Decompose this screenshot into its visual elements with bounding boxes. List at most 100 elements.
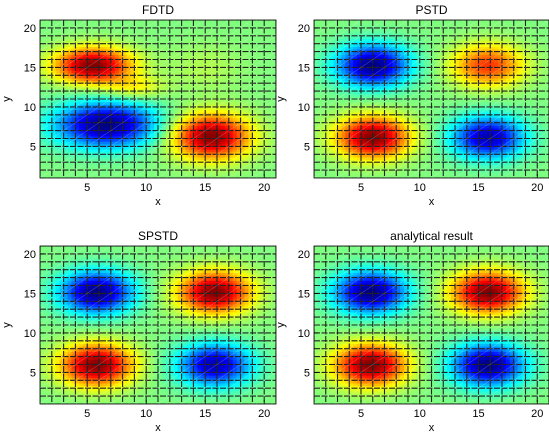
heatmap-cell bbox=[317, 133, 323, 137]
heatmap-cell bbox=[67, 159, 73, 163]
heatmap-cell bbox=[392, 88, 397, 92]
heatmap-cell bbox=[388, 96, 393, 100]
heatmap-cell bbox=[314, 106, 319, 111]
heatmap-cell bbox=[79, 114, 84, 119]
heatmap-cell bbox=[364, 70, 370, 74]
heatmap-cell bbox=[114, 106, 120, 111]
heatmap-cell bbox=[55, 141, 61, 145]
heatmap-cell bbox=[201, 43, 206, 47]
heatmap-cell bbox=[161, 38, 167, 42]
heatmap-cell bbox=[177, 72, 183, 76]
heatmap-cell bbox=[40, 75, 45, 79]
heatmap-cell bbox=[380, 170, 386, 174]
heatmap-cell bbox=[59, 88, 65, 92]
heatmap-cell bbox=[213, 56, 218, 61]
heatmap-cell bbox=[47, 127, 53, 132]
heatmap-cell bbox=[380, 35, 386, 40]
heatmap-cell bbox=[169, 127, 175, 132]
heatmap-cell bbox=[260, 77, 265, 82]
heatmap-cell bbox=[138, 93, 143, 97]
heatmap-cell bbox=[220, 127, 226, 132]
heatmap-cell bbox=[248, 117, 253, 121]
heatmap-cell bbox=[47, 151, 53, 155]
heatmap-cell bbox=[91, 56, 96, 61]
heatmap-cell bbox=[134, 85, 139, 90]
heatmap-cell bbox=[256, 56, 261, 61]
heatmap-cell bbox=[185, 56, 191, 61]
heatmap-cell bbox=[40, 41, 45, 45]
heatmap-cell bbox=[59, 20, 65, 24]
heatmap-cell bbox=[240, 149, 246, 153]
heatmap-cell bbox=[114, 96, 120, 100]
heatmap-cell bbox=[189, 70, 194, 74]
heatmap-cell bbox=[236, 80, 242, 84]
heatmap-cell bbox=[110, 141, 116, 145]
heatmap-cell bbox=[142, 138, 147, 142]
heatmap-cell bbox=[240, 88, 246, 92]
heatmap-cell bbox=[185, 33, 191, 37]
heatmap-cell bbox=[384, 88, 390, 92]
heatmap-cell bbox=[126, 25, 132, 29]
heatmap-cell bbox=[142, 149, 147, 153]
heatmap-cell bbox=[321, 104, 327, 108]
heatmap-cell bbox=[142, 22, 147, 26]
heatmap-cell bbox=[224, 175, 230, 178]
heatmap-cell bbox=[161, 64, 167, 68]
heatmap-cell bbox=[122, 83, 128, 87]
heatmap-cell bbox=[154, 85, 159, 90]
heatmap-cell bbox=[40, 156, 45, 161]
heatmap-cell bbox=[244, 38, 250, 42]
heatmap-cell bbox=[102, 51, 108, 55]
heatmap-cell bbox=[268, 99, 273, 103]
heatmap-cell bbox=[220, 122, 226, 126]
heatmap-cell bbox=[224, 27, 230, 32]
mesh-facet-line bbox=[87, 51, 276, 178]
heatmap-cell bbox=[197, 143, 202, 147]
heatmap-cell bbox=[220, 77, 226, 82]
heatmap-cell bbox=[341, 149, 346, 153]
heatmap-cell bbox=[314, 162, 319, 166]
heatmap-cell bbox=[130, 149, 135, 153]
heatmap-cell bbox=[63, 143, 69, 147]
heatmap-cell bbox=[189, 72, 194, 76]
heatmap-cell bbox=[83, 101, 88, 105]
heatmap-cell bbox=[154, 101, 159, 105]
heatmap-cell bbox=[197, 59, 202, 63]
heatmap-cell bbox=[317, 135, 323, 140]
heatmap-cell bbox=[217, 54, 222, 58]
heatmap-cell bbox=[248, 104, 253, 108]
heatmap-cell bbox=[260, 91, 265, 95]
heatmap-cell bbox=[130, 156, 135, 161]
heatmap-cell bbox=[142, 170, 147, 174]
heatmap-cell bbox=[169, 88, 175, 92]
heatmap-cell bbox=[220, 83, 226, 87]
heatmap-cell bbox=[173, 117, 179, 121]
heatmap-cell bbox=[173, 59, 179, 63]
heatmap-cell bbox=[236, 122, 242, 126]
heatmap-cell bbox=[102, 112, 108, 116]
heatmap-cell bbox=[388, 59, 393, 63]
heatmap-cell bbox=[122, 127, 128, 132]
heatmap-cell bbox=[357, 149, 362, 153]
heatmap-cell bbox=[75, 151, 80, 155]
heatmap-cell bbox=[205, 154, 210, 158]
heatmap-cell bbox=[224, 96, 230, 100]
heatmap-cell bbox=[79, 175, 84, 178]
heatmap-cell bbox=[345, 146, 350, 150]
heatmap-cell bbox=[333, 151, 339, 155]
heatmap-cell bbox=[71, 159, 76, 163]
heatmap-cell bbox=[114, 130, 120, 134]
heatmap-cell bbox=[329, 51, 335, 55]
heatmap-cell bbox=[51, 159, 57, 163]
heatmap-cell bbox=[150, 33, 155, 37]
heatmap-cell bbox=[220, 80, 226, 84]
heatmap-cell bbox=[317, 159, 323, 163]
heatmap-cell bbox=[248, 162, 253, 166]
heatmap-cell bbox=[189, 130, 194, 134]
heatmap-cell bbox=[181, 30, 187, 34]
heatmap-cell bbox=[91, 151, 96, 155]
heatmap-cell bbox=[102, 30, 108, 34]
heatmap-cell bbox=[205, 104, 210, 108]
heatmap-cell bbox=[236, 104, 242, 108]
heatmap-cell bbox=[248, 41, 253, 45]
